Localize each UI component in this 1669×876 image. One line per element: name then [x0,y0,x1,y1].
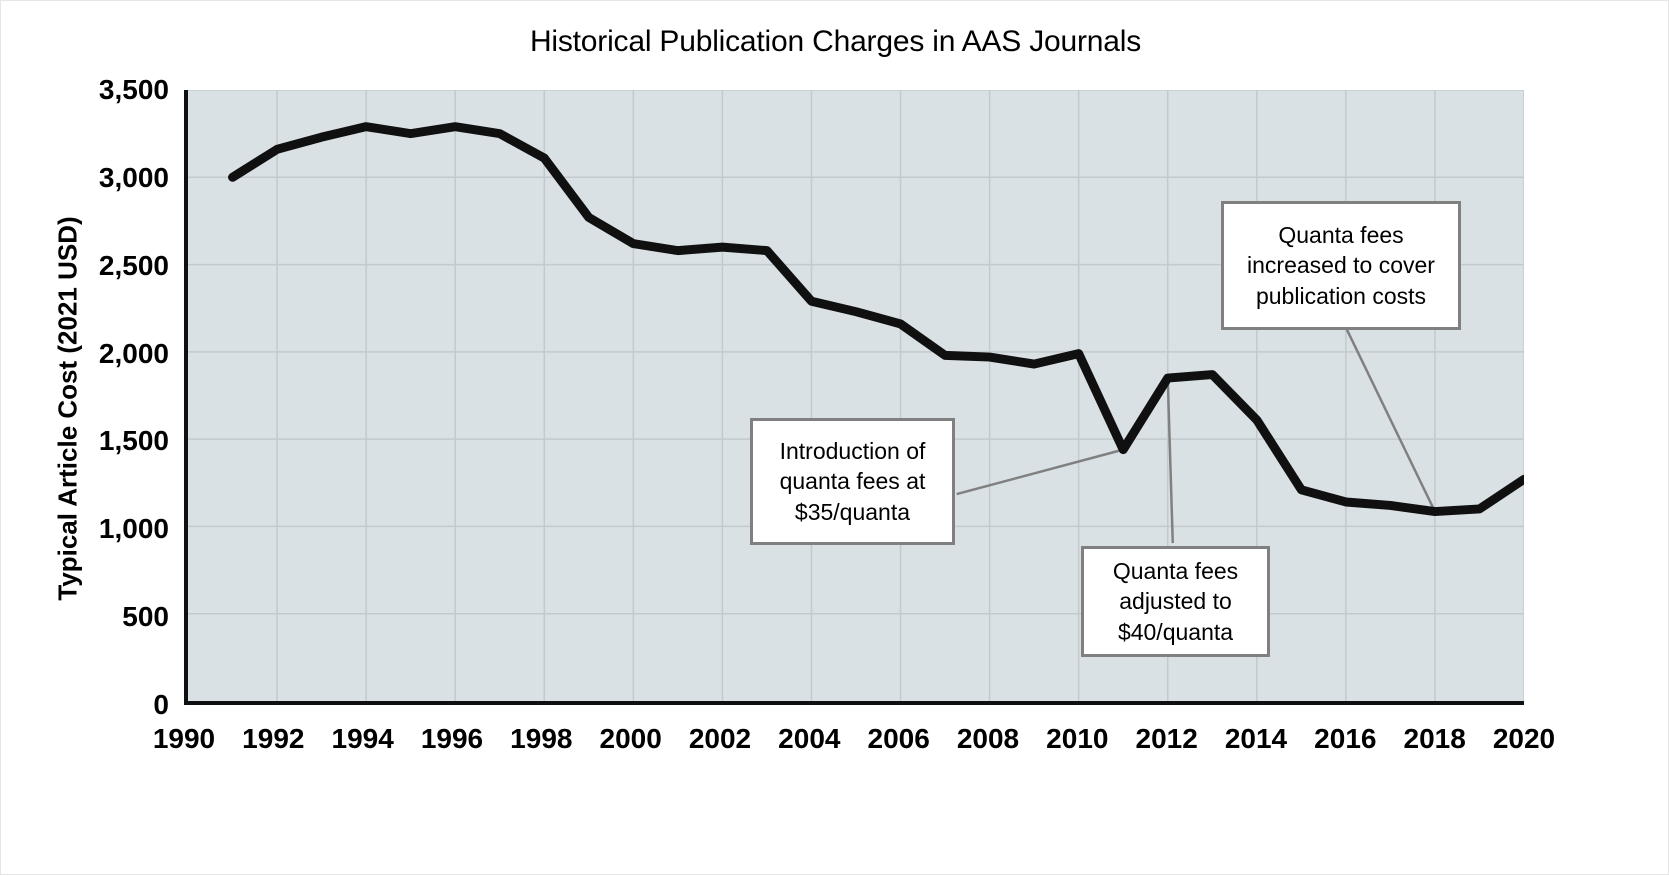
plot-svg [188,90,1524,701]
annotation-callout-quanta-fees-increased[interactable]: Quanta fees increased to cover publication… [1221,201,1461,330]
y-tick-label: 3,500 [98,74,169,105]
annotation-text: Quanta fees adjusted to $40/quanta [1112,557,1239,645]
annotation-leader-lines [956,327,1437,544]
plot-area [184,90,1524,705]
x-tick-label: 2012 [1135,723,1198,754]
x-tick-label: 1994 [331,723,394,754]
x-tick-label: 1996 [420,723,484,754]
annotation-callout-introduction-of-quanta-fees[interactable]: Introduction of quanta fees at $35/quanta [750,418,955,545]
annotation-text: Introduction of quanta fees at $35/quanta [779,437,926,525]
x-tick-label: 2018 [1403,723,1466,754]
y-tick-label: 2,000 [98,337,169,369]
leader-line [1166,378,1175,544]
x-tick-label: 2014 [1224,723,1288,754]
y-tick-label: 0 [153,689,169,720]
x-tick-label: 1998 [510,723,573,754]
x-tick-label: 2002 [688,723,752,754]
annotation-callout-quanta-fees-adjusted[interactable]: Quanta fees adjusted to $40/quanta [1081,546,1270,657]
x-tick-label: 1990 [152,723,216,754]
x-tick-label: 2006 [867,723,930,754]
data-series-group [228,122,1524,517]
x-tick-label: 1992 [242,723,305,754]
y-tick-label: 500 [122,601,169,633]
y-tick-label: 3,000 [98,161,169,193]
y-axis-tick-labels: 0 500 1,000 1,500 2,000 2,500 3,000 3,500 [21,1,169,876]
x-tick-label: 2004 [778,723,841,754]
x-tick-label: 2008 [956,723,1020,754]
leader-line [1345,327,1437,513]
leader-line [956,448,1124,496]
page-title: Historical Publication Charges in AAS Jo… [529,25,1142,58]
y-tick-label: 2,500 [98,249,169,281]
x-tick-label: 2016 [1314,723,1377,754]
gridlines [188,90,1524,701]
x-tick-label: 2020 [1492,723,1556,754]
x-tick-label: 2000 [599,723,662,754]
annotation-text: Quanta fees increased to cover publication… [1247,221,1435,309]
series-line [228,122,1524,517]
x-tick-label: 2010 [1046,723,1109,754]
y-tick-label: 1,000 [98,513,169,545]
y-tick-label: 1,500 [98,425,169,457]
